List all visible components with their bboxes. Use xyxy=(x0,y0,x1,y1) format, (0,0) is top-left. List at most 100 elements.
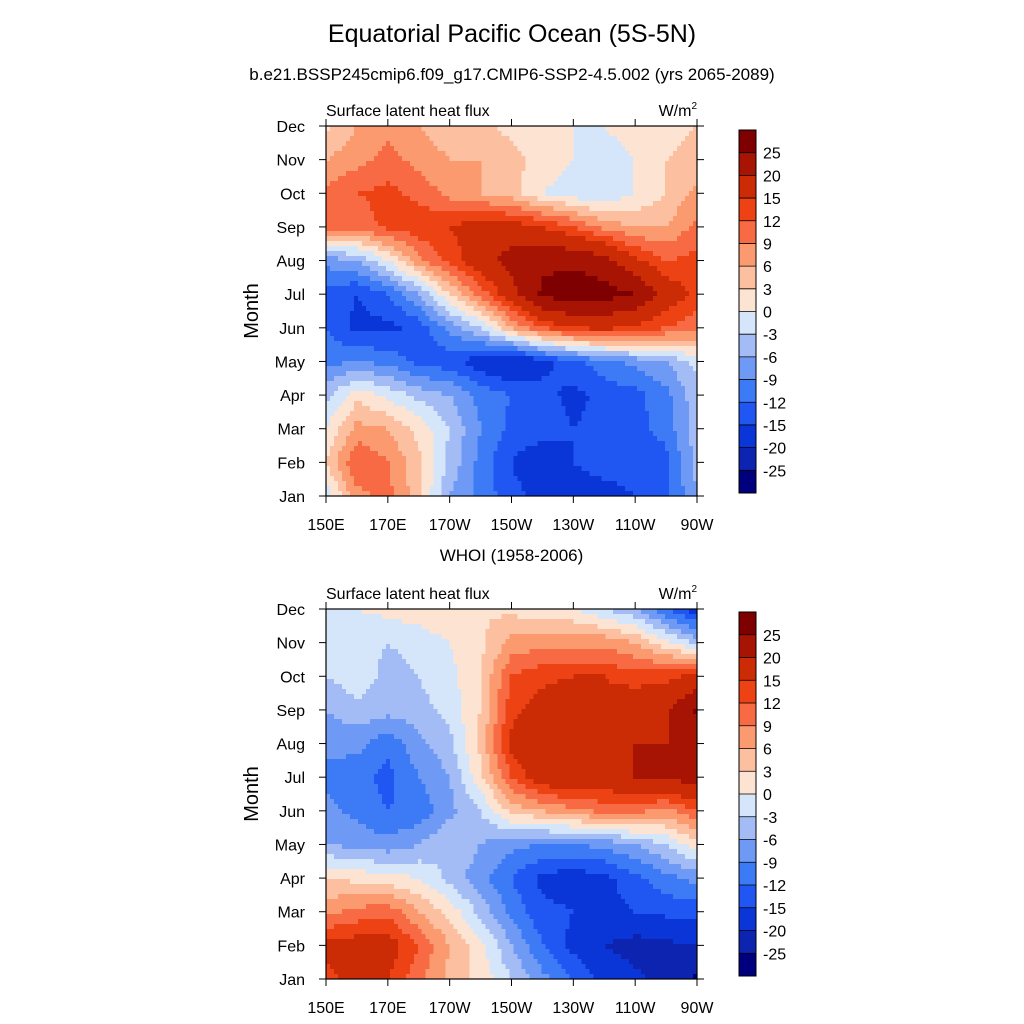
contour-cell xyxy=(613,376,618,382)
contour-cell xyxy=(469,391,475,397)
contour-cell xyxy=(685,221,690,227)
contour-cell xyxy=(661,361,666,367)
contour-cell xyxy=(645,321,650,327)
contour-cell xyxy=(353,331,359,337)
contour-cell xyxy=(349,336,355,342)
contour-cell xyxy=(637,206,642,212)
contour-cell xyxy=(385,141,391,147)
contour-cell xyxy=(397,211,403,217)
contour-cell xyxy=(517,266,523,272)
contour-cell xyxy=(641,186,646,192)
contour-cell xyxy=(453,286,459,292)
contour-cell xyxy=(633,156,638,162)
contour-cell xyxy=(385,261,391,267)
contour-cell xyxy=(441,236,447,242)
contour-cell xyxy=(589,266,594,272)
contour-cell xyxy=(693,291,698,297)
contour-cell xyxy=(373,351,379,357)
contour-cell xyxy=(429,321,435,327)
contour-cell xyxy=(377,166,383,172)
contour-cell xyxy=(521,206,527,212)
contour-cell xyxy=(361,256,367,262)
contour-cell xyxy=(561,226,566,232)
contour-cell xyxy=(453,386,459,392)
contour-cell xyxy=(425,196,431,202)
contour-cell xyxy=(549,181,554,187)
contour-cell xyxy=(621,186,626,192)
contour-cell xyxy=(413,391,419,397)
contour-cell xyxy=(641,271,646,277)
contour-cell xyxy=(389,321,395,327)
contour-cell xyxy=(617,261,622,267)
contour-cell xyxy=(357,216,363,222)
contour-cell xyxy=(493,171,499,177)
contour-cell xyxy=(693,256,698,262)
contour-cell xyxy=(497,276,503,282)
contour-cell xyxy=(485,211,491,217)
contour-cell xyxy=(589,326,594,332)
contour-cell xyxy=(473,316,479,322)
contour-cell xyxy=(341,356,347,362)
contour-cell xyxy=(337,341,343,347)
contour-cell xyxy=(333,176,339,182)
contour-cell xyxy=(637,166,642,172)
contour-cell xyxy=(409,141,415,147)
contour-cell xyxy=(681,301,686,307)
contour-cell xyxy=(333,311,339,317)
contour-cell xyxy=(349,141,355,147)
contour-cell xyxy=(445,351,451,357)
contour-cell xyxy=(425,326,431,332)
contour-cell xyxy=(593,231,598,237)
contour-cell xyxy=(617,246,622,252)
contour-cell xyxy=(497,256,503,262)
figure-title: Equatorial Pacific Ocean (5S-5N) xyxy=(327,20,697,48)
contour-cell xyxy=(381,296,387,302)
contour-cell xyxy=(461,371,467,377)
contour-cell xyxy=(497,361,503,367)
contour-cell xyxy=(377,226,383,232)
contour-cell xyxy=(569,296,574,302)
contour-cell xyxy=(561,296,566,302)
contour-cell xyxy=(385,176,391,182)
contour-cell xyxy=(465,136,471,142)
contour-cell xyxy=(497,301,503,307)
contour-cell xyxy=(577,131,582,137)
contour-cell xyxy=(353,156,359,162)
contour-cell xyxy=(501,236,507,242)
contour-cell xyxy=(641,171,646,177)
contour-cell xyxy=(549,161,554,167)
contour-cell xyxy=(421,166,427,172)
contour-cell xyxy=(509,171,515,177)
contour-cell xyxy=(421,256,427,262)
contour-cell xyxy=(505,371,511,377)
contour-cell xyxy=(529,326,535,332)
contour-cell xyxy=(669,136,674,142)
contour-cell xyxy=(326,186,331,192)
contour-cell xyxy=(525,391,531,397)
contour-cell xyxy=(445,236,451,242)
contour-cell xyxy=(577,271,582,277)
contour-cell xyxy=(609,146,614,152)
contour-cell xyxy=(361,331,367,337)
contour-cell xyxy=(389,126,395,132)
contour-cell xyxy=(421,341,427,347)
contour-cell xyxy=(569,131,574,137)
contour-cell xyxy=(673,301,678,307)
contour-cell xyxy=(349,301,355,307)
contour-cell xyxy=(326,176,331,182)
contour-cell xyxy=(617,371,622,377)
contour-cell xyxy=(433,241,439,247)
contour-cell xyxy=(461,271,467,277)
contour-cell xyxy=(509,381,515,387)
contour-cell xyxy=(385,346,391,352)
contour-cell xyxy=(341,261,347,267)
contour-cell xyxy=(469,186,475,192)
contour-cell xyxy=(421,211,427,217)
contour-cell xyxy=(593,151,598,157)
contour-cell xyxy=(429,381,435,387)
contour-cell xyxy=(353,386,359,392)
contour-cell xyxy=(473,161,479,167)
contour-cell xyxy=(477,196,483,202)
contour-cell xyxy=(601,371,606,377)
contour-cell xyxy=(329,281,335,287)
